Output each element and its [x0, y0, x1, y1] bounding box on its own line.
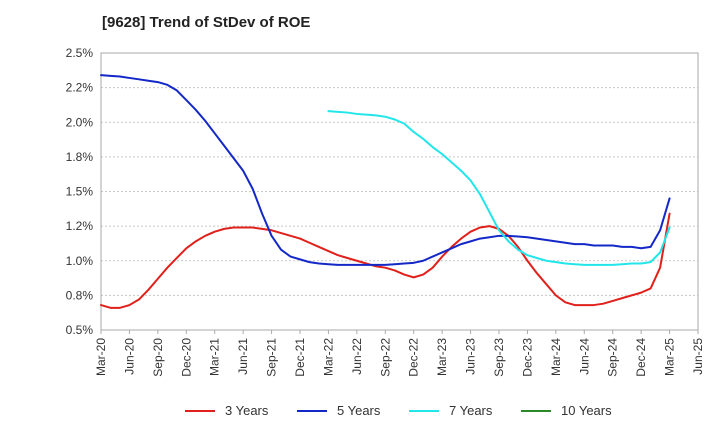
x-tick-label: Mar-21	[208, 338, 222, 376]
y-tick-label: 1.2%	[66, 219, 94, 233]
legend-label: 10 Years	[561, 403, 612, 418]
x-tick-label: Mar-22	[321, 338, 335, 376]
x-tick-label: Jun-23	[464, 338, 478, 375]
y-tick-label: 0.5%	[66, 323, 94, 337]
x-tick-label: Dec-20	[179, 338, 193, 377]
x-tick-label: Mar-24	[549, 338, 563, 376]
y-tick-label: 2.5%	[66, 46, 94, 60]
x-tick-label: Dec-23	[520, 338, 534, 377]
series-lines	[100, 74, 671, 309]
legend-label: 5 Years	[337, 403, 381, 418]
x-tick-label: Jun-22	[350, 338, 364, 375]
series-line-7-years	[327, 110, 671, 266]
chart-title: [9628] Trend of StDev of ROE	[102, 14, 310, 31]
plot-frame	[100, 52, 699, 331]
legend-label: 3 Years	[225, 403, 269, 418]
y-tick-label: 1.8%	[66, 150, 94, 164]
x-tick-label: Sep-21	[265, 338, 279, 377]
legend: 3 Years 5 Years 7 Years 10 Years	[185, 403, 612, 418]
x-tick-label: Mar-23	[435, 338, 449, 376]
x-tick-label: Mar-20	[94, 338, 108, 376]
legend-label: 7 Years	[449, 403, 493, 418]
series-line-5-years	[100, 74, 671, 266]
x-tick-label: Jun-21	[236, 338, 250, 375]
x-tick-label: Dec-24	[634, 338, 648, 377]
grid-lines	[101, 52, 698, 331]
x-tick-label: Dec-22	[407, 338, 421, 377]
axes: 0.5% 0.8% 1.0% 1.2% 1.5% 1.8% 2.0% 2.2% 2.5% Mar-…	[66, 46, 705, 377]
x-tick-label: Sep-23	[492, 338, 506, 377]
x-tick-label: Jun-24	[577, 338, 591, 375]
x-tick-label: Jun-25	[691, 338, 705, 375]
x-tick-label: Mar-25	[663, 338, 677, 376]
y-tick-label: 1.5%	[66, 185, 94, 199]
x-tick-label: Dec-21	[293, 338, 307, 377]
series-line-3-years	[100, 212, 671, 309]
x-tick-label: Sep-20	[151, 338, 165, 377]
x-tick-label: Sep-24	[606, 338, 620, 377]
y-tick-label: 2.0%	[66, 115, 94, 129]
y-tick-label: 0.8%	[66, 288, 94, 302]
x-tick-label: Sep-22	[378, 338, 392, 377]
y-tick-label: 1.0%	[66, 254, 94, 268]
y-tick-label: 2.2%	[66, 81, 94, 95]
x-tick-label: Jun-20	[122, 338, 136, 375]
